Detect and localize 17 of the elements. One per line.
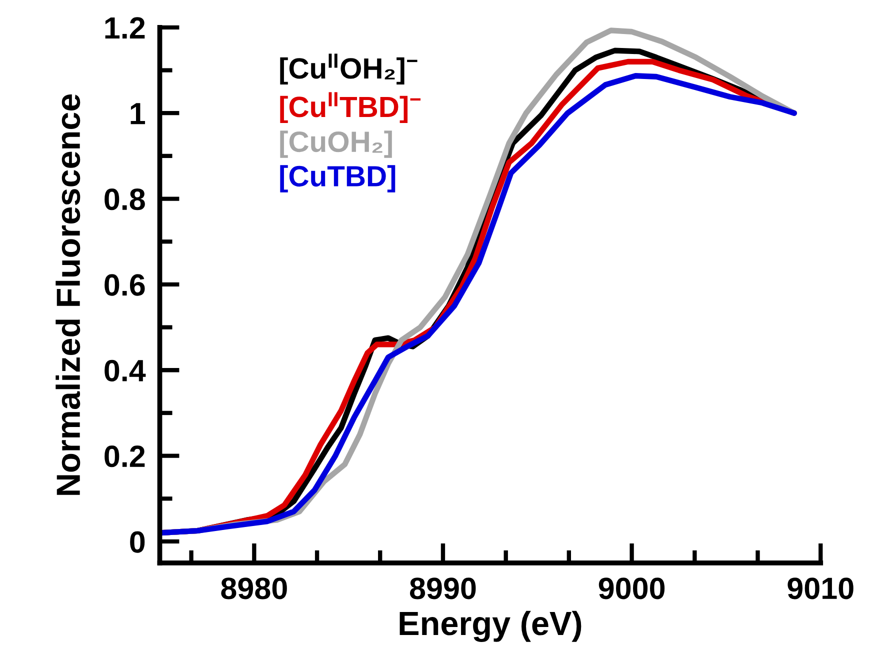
- y-tick-label: 0.2: [104, 446, 145, 468]
- x-tick-label: 8980: [221, 578, 287, 600]
- text: [Cu$^{II}$TBD]$^{−}$: [280, 92, 421, 124]
- y-tick-label: 1: [130, 103, 146, 124]
- x-axis-title: Energy (eV): [400, 610, 582, 642]
- y-tick-label: 0.4: [104, 360, 146, 382]
- text: [CuOH₂]: [280, 130, 392, 158]
- y-tick-label: 0.8: [104, 188, 145, 210]
- y-tick-label: 0.6: [104, 274, 145, 296]
- y-tick-label: 0: [130, 531, 145, 553]
- x-tick-label: 9000: [598, 578, 665, 600]
- text: [Cu$^{II}$OH₂]$^{−}$: [280, 54, 418, 85]
- x-tick-label: 9010: [788, 578, 854, 600]
- text: [CuTBD]: [280, 165, 396, 192]
- x-tick-label: 8990: [410, 578, 476, 600]
- y-tick-label: 1.2: [105, 17, 145, 38]
- y-axis-title: Normalized Fluorescence: [56, 94, 80, 495]
